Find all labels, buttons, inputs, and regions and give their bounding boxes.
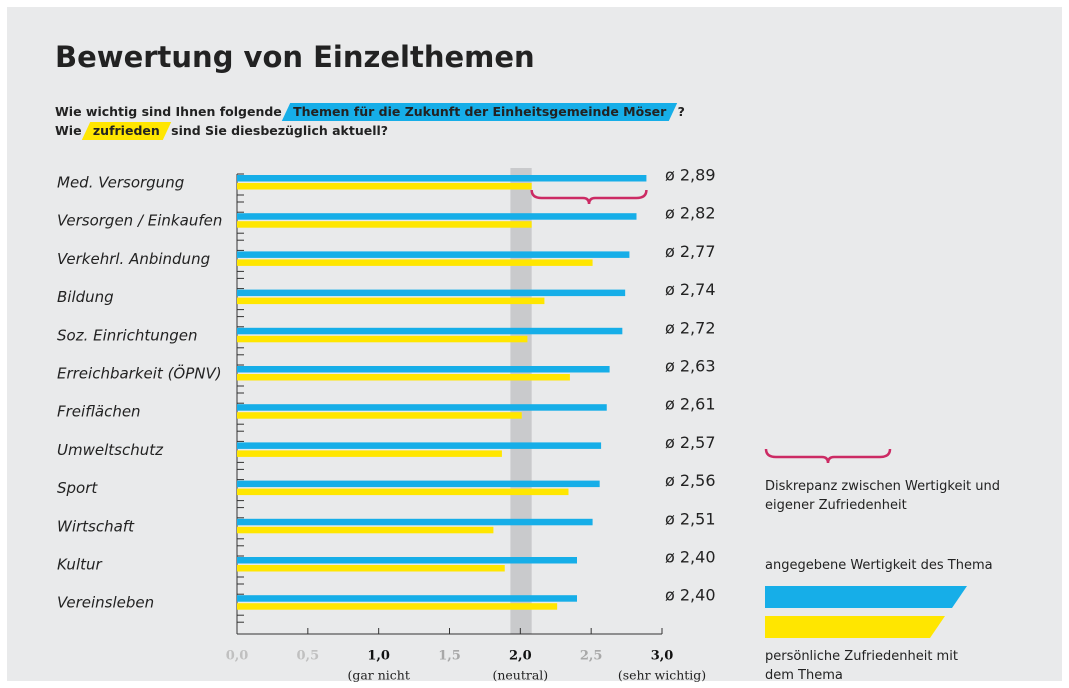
x-tick-label: 2,0 [509, 649, 532, 664]
subtitle-text: Wie [55, 123, 86, 138]
category-label: Freiflächen [57, 403, 141, 421]
value-label: ø 2,72 [665, 318, 716, 337]
category-label: Kultur [57, 556, 102, 574]
subtitle-line: Wie wichtig sind Ihnen folgende Themen f… [55, 104, 685, 119]
bar [237, 442, 602, 449]
neutral-band [510, 168, 532, 634]
bar [237, 251, 630, 258]
bar [237, 297, 545, 305]
category-label: Versorgen / Einkaufen [57, 212, 222, 230]
subtitle-text: Wie wichtig sind Ihnen folgende [55, 104, 287, 119]
value-label: ø 2,82 [665, 204, 716, 223]
bar [237, 450, 502, 457]
legend-label: Diskrepanz zwischen Wertigkeit und eigen… [765, 479, 1001, 513]
category-label: Umweltschutz [57, 441, 164, 459]
chart-title: Bewertung von Einzelthemen [55, 40, 535, 74]
value-label: ø 2,61 [665, 395, 716, 414]
legend-label: angegebene Wertigkeit des Thema [765, 558, 993, 573]
x-tick-label: 1,5 [438, 649, 461, 664]
category-label: Sport [57, 479, 98, 497]
subtitle-highlight: Themen für die Zukunft der Einheitsgemei… [286, 104, 673, 119]
value-label: ø 2,40 [665, 548, 716, 567]
subtitle-highlight: zufrieden [86, 123, 167, 138]
bar [237, 213, 637, 220]
bar [237, 526, 494, 534]
legend-label: persönliche Zufriedenheit mit dem Thema [765, 649, 958, 683]
legend-brace [764, 448, 892, 464]
bar [237, 259, 593, 266]
bar [237, 595, 577, 602]
bar [237, 557, 577, 564]
bar [237, 565, 505, 572]
value-label: ø 2,77 [665, 242, 716, 261]
category-label: Soz. Einrichtungen [57, 326, 198, 344]
bar [237, 480, 600, 488]
x-tick-label: 1,0 [367, 649, 390, 664]
value-label: ø 2,57 [665, 433, 716, 452]
category-label: Vereinsleben [57, 594, 154, 612]
bar [237, 327, 623, 335]
x-tick-label: 0,5 [297, 649, 320, 664]
x-tick-label: 3,0 [651, 649, 674, 664]
category-label: Erreichbarkeit (ÖPNV) [57, 364, 222, 383]
category-label: Wirtschaft [57, 517, 135, 535]
x-tick-annotation: (gar nicht [347, 668, 409, 683]
value-label: ø 2,89 [665, 166, 716, 185]
bar [237, 335, 528, 343]
discrepancy-brace [530, 189, 648, 205]
bar [237, 603, 558, 610]
bar [237, 183, 532, 190]
value-label: ø 2,56 [665, 471, 716, 490]
bar [237, 374, 570, 381]
x-tick-label: 0,0 [226, 649, 249, 664]
subtitle-line: Wie zufrieden sind Sie diesbezüglich akt… [55, 123, 388, 138]
category-label: Verkehrl. Anbindung [57, 250, 210, 268]
bar [237, 175, 647, 182]
bar [237, 488, 569, 496]
legend-swatch [765, 586, 967, 608]
value-label: ø 2,40 [665, 586, 716, 605]
bar [237, 412, 522, 419]
bar [237, 404, 607, 411]
bar [237, 289, 626, 297]
x-tick-label: 2,5 [580, 649, 603, 664]
bar [237, 366, 610, 373]
legend-swatch [765, 616, 945, 638]
x-tick-annotation: (neutral) [492, 668, 548, 683]
bar [237, 518, 593, 526]
x-tick-annotation: (sehr wichtig) [618, 668, 706, 683]
category-label: Bildung [57, 288, 114, 306]
subtitle-text: sind Sie diesbezüglich aktuell? [166, 123, 389, 138]
value-label: ø 2,51 [665, 509, 716, 528]
value-label: ø 2,63 [665, 357, 716, 376]
value-label: ø 2,74 [665, 280, 716, 299]
bar [237, 221, 532, 228]
subtitle-text: ? [673, 104, 685, 119]
category-label: Med. Versorgung [57, 174, 184, 192]
